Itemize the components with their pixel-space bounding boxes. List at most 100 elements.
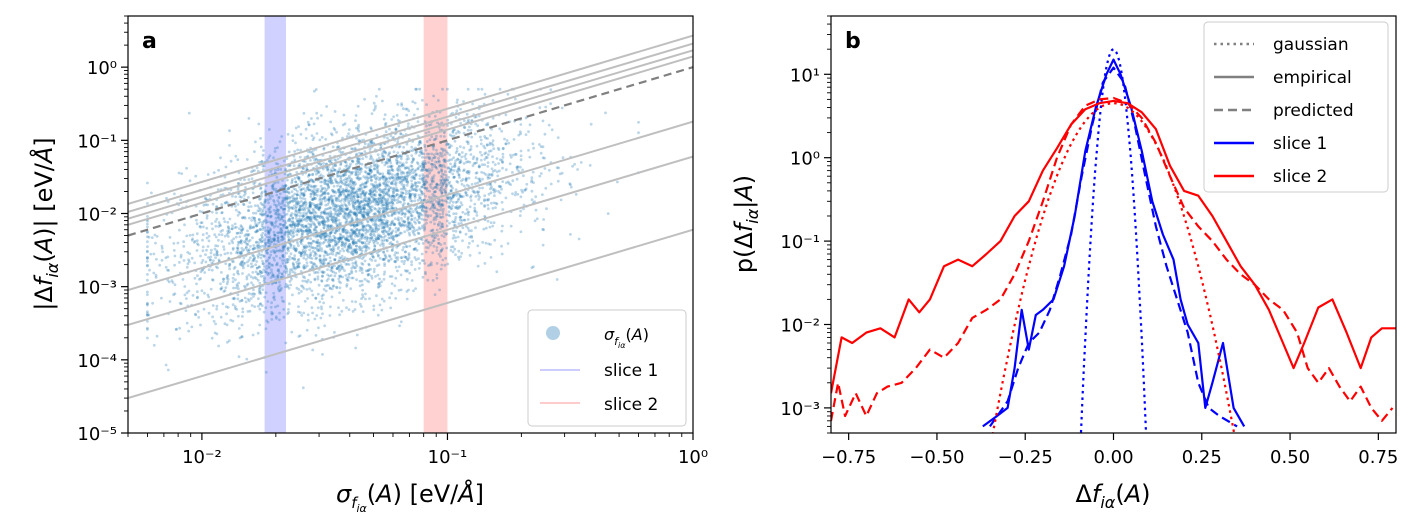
scatter-point	[338, 212, 342, 216]
scatter-point	[397, 169, 400, 173]
scatter-point	[407, 168, 411, 172]
scatter-point	[323, 191, 327, 195]
scatter-point	[318, 216, 322, 220]
scatter-point	[263, 270, 267, 274]
scatter-point	[312, 192, 316, 196]
scatter-point	[257, 218, 261, 221]
scatter-point	[284, 167, 287, 171]
scatter-point	[451, 236, 455, 240]
scatter-point	[284, 230, 288, 234]
scatter-point	[439, 179, 443, 183]
scatter-point	[489, 256, 493, 259]
scatter-point	[280, 272, 284, 275]
scatter-point	[330, 266, 333, 269]
scatter-point	[236, 158, 240, 162]
scatter-point	[309, 202, 312, 206]
scatter-point	[324, 137, 328, 141]
scatter-point	[237, 251, 240, 255]
scatter-point	[404, 245, 408, 248]
scatter-point	[146, 256, 149, 260]
scatter-point	[374, 237, 378, 241]
scatter-point	[351, 253, 355, 257]
scatter-point	[435, 160, 439, 164]
scatter-point	[371, 227, 375, 231]
scatter-point	[223, 201, 227, 205]
scatter-point	[435, 187, 439, 190]
scatter-point	[364, 171, 368, 174]
scatter-point	[378, 303, 382, 307]
scatter-point	[235, 308, 239, 311]
scatter-point	[301, 223, 305, 227]
scatter-point	[187, 289, 191, 293]
scatter-point	[244, 186, 247, 189]
scatter-point	[431, 205, 434, 209]
scatter-point	[462, 125, 466, 129]
scatter-point	[260, 271, 264, 274]
scatter-point	[381, 175, 385, 179]
scatter-point	[351, 262, 355, 265]
scatter-point	[392, 196, 396, 200]
scatter-point	[415, 248, 419, 252]
scatter-point	[228, 242, 231, 245]
scatter-point	[374, 202, 378, 206]
scatter-point	[418, 196, 422, 200]
scatter-point	[317, 208, 321, 212]
scatter-point	[475, 144, 479, 148]
scatter-point	[322, 147, 326, 151]
scatter-point	[206, 173, 210, 176]
scatter-point	[346, 212, 350, 216]
scatter-point	[335, 286, 339, 290]
scatter-point	[431, 204, 435, 207]
scatter-point	[230, 259, 234, 263]
scatter-point	[255, 224, 259, 227]
scatter-point	[361, 213, 365, 217]
scatter-point	[325, 188, 329, 191]
scatter-point	[451, 220, 454, 224]
scatter-point	[418, 181, 422, 185]
scatter-point	[393, 179, 397, 182]
scatter-point	[331, 169, 334, 173]
scatter-point	[296, 259, 300, 262]
scatter-point	[316, 275, 320, 279]
scatter-point	[499, 158, 502, 162]
scatter-point	[386, 207, 389, 211]
scatter-point	[237, 182, 241, 186]
scatter-point	[335, 216, 338, 220]
scatter-point	[216, 188, 220, 192]
scatter-point	[452, 224, 456, 227]
scatter-point	[343, 188, 346, 192]
scatter-point	[289, 244, 293, 247]
scatter-point	[284, 204, 288, 208]
scatter-point	[241, 310, 245, 314]
scatter-point	[379, 235, 383, 238]
scatter-point	[486, 175, 490, 179]
scatter-point	[438, 215, 442, 219]
scatter-point	[383, 113, 387, 117]
scatter-point	[245, 275, 249, 279]
scatter-point	[187, 260, 191, 264]
scatter-point	[427, 115, 431, 118]
scatter-point	[360, 279, 364, 283]
scatter-point	[424, 272, 427, 276]
scatter-point	[414, 258, 418, 262]
scatter-point	[299, 211, 302, 215]
scatter-point	[287, 238, 291, 242]
scatter-point	[421, 155, 424, 159]
scatter-point	[336, 175, 339, 178]
scatter-point	[268, 230, 271, 233]
scatter-point	[320, 247, 324, 251]
scatter-point	[457, 173, 461, 177]
scatter-point	[381, 195, 385, 199]
scatter-point	[333, 274, 337, 278]
scatter-point	[313, 262, 317, 266]
scatter-point	[435, 134, 438, 138]
scatter-point	[483, 163, 487, 167]
scatter-point	[320, 279, 324, 283]
scatter-point	[368, 240, 372, 244]
scatter-point	[305, 328, 309, 332]
scatter-point	[390, 206, 394, 210]
scatter-point	[341, 174, 345, 177]
scatter-point	[440, 165, 444, 169]
scatter-point	[412, 227, 416, 230]
scatter-point	[351, 159, 354, 163]
